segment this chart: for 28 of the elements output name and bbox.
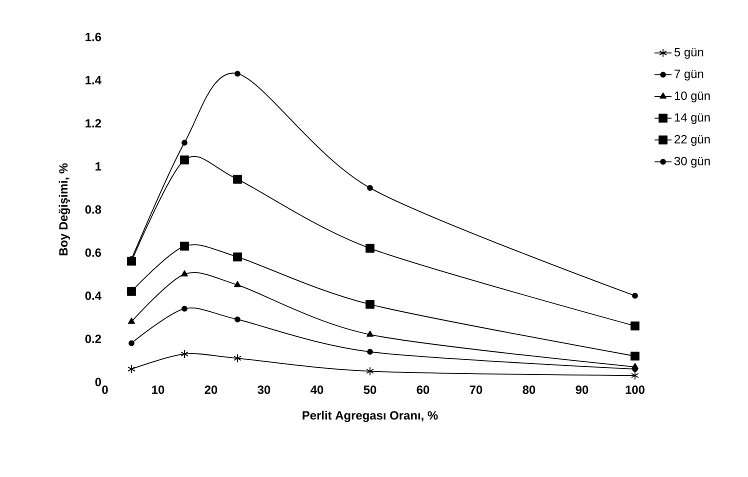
x-tick-label: 80 bbox=[522, 386, 536, 394]
legend-label: 7 gün bbox=[674, 70, 704, 80]
y-tick-label: 0.2 bbox=[85, 334, 102, 344]
y-tick-label: 0.4 bbox=[85, 292, 102, 300]
legend-label: 22 gün bbox=[674, 135, 710, 146]
legend-label: 30 gün bbox=[674, 156, 710, 168]
y-tick-label: 1.6 bbox=[86, 32, 102, 42]
x-axis-title: Perlit Agregası Oranı, % bbox=[302, 410, 438, 422]
x-tick-label: 40 bbox=[310, 386, 324, 394]
x-tick-label: 20 bbox=[204, 386, 218, 394]
x-tick-label: 30 bbox=[258, 386, 270, 394]
x-tick-label: 90 bbox=[576, 386, 588, 394]
y-axis-title: Boy Değişimi, % bbox=[58, 163, 70, 256]
x-tick-label: 70 bbox=[470, 386, 482, 394]
y-tick-label: 0.6 bbox=[85, 248, 102, 257]
y-tick-label: 0.8 bbox=[85, 205, 102, 214]
y-tick-label: 1.2 bbox=[86, 119, 102, 128]
x-tick-label: 10 bbox=[152, 386, 164, 394]
y-tick-label: 0 bbox=[95, 378, 101, 386]
legend-label: 10 gün bbox=[674, 91, 710, 102]
x-tick-label: 50 bbox=[364, 386, 376, 394]
y-tick-label: 1 bbox=[96, 162, 102, 170]
legend-label: 14 gün bbox=[674, 113, 710, 124]
x-tick-label: 100 bbox=[626, 386, 644, 394]
x-tick-label: 0 bbox=[102, 386, 108, 394]
x-tick-label: 60 bbox=[416, 386, 430, 394]
y-tick-label: 1.4 bbox=[86, 76, 102, 84]
legend-label: 5 gün bbox=[674, 48, 704, 59]
